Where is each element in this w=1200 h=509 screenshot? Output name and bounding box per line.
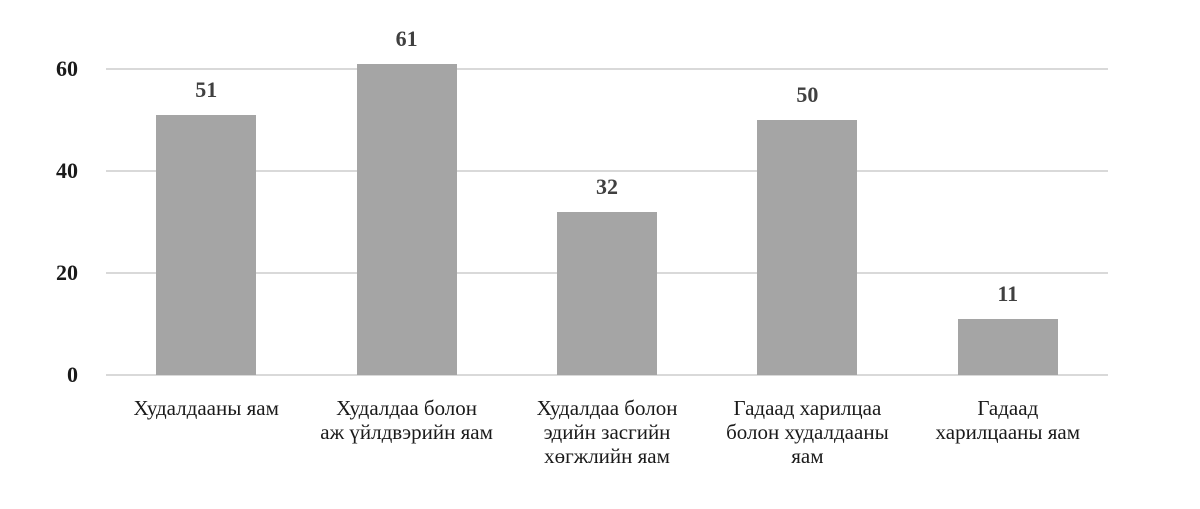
data-label: 61 [395, 25, 418, 51]
bar [156, 114, 257, 375]
gridline [106, 68, 1108, 70]
y-tick-label: 40 [56, 158, 78, 183]
x-category-label: Гадаад харилцаа болон худалдааны яам [726, 396, 889, 468]
x-category-label: Худалдааны яам [133, 396, 279, 420]
x-category-label: Худалдаа болон аж үйлдвэрийн яам [320, 396, 493, 444]
x-category-label: Худалдаа болон эдийн засгийн хөгжлийн яа… [536, 396, 678, 468]
bar [356, 63, 457, 375]
data-label: 50 [796, 82, 819, 107]
x-category-label: Гадаад харилцааны яам [935, 396, 1081, 444]
x-axis-line [106, 374, 1108, 376]
data-label: 11 [997, 280, 1019, 306]
data-label: 51 [195, 76, 218, 102]
data-label: 32 [596, 173, 618, 199]
y-tick-label: 60 [56, 56, 78, 81]
y-tick-label: 0 [67, 362, 78, 387]
bar [957, 318, 1058, 375]
bar [557, 211, 657, 375]
gridline [106, 170, 1108, 172]
y-tick-label: 20 [56, 260, 78, 285]
bar [757, 120, 858, 375]
